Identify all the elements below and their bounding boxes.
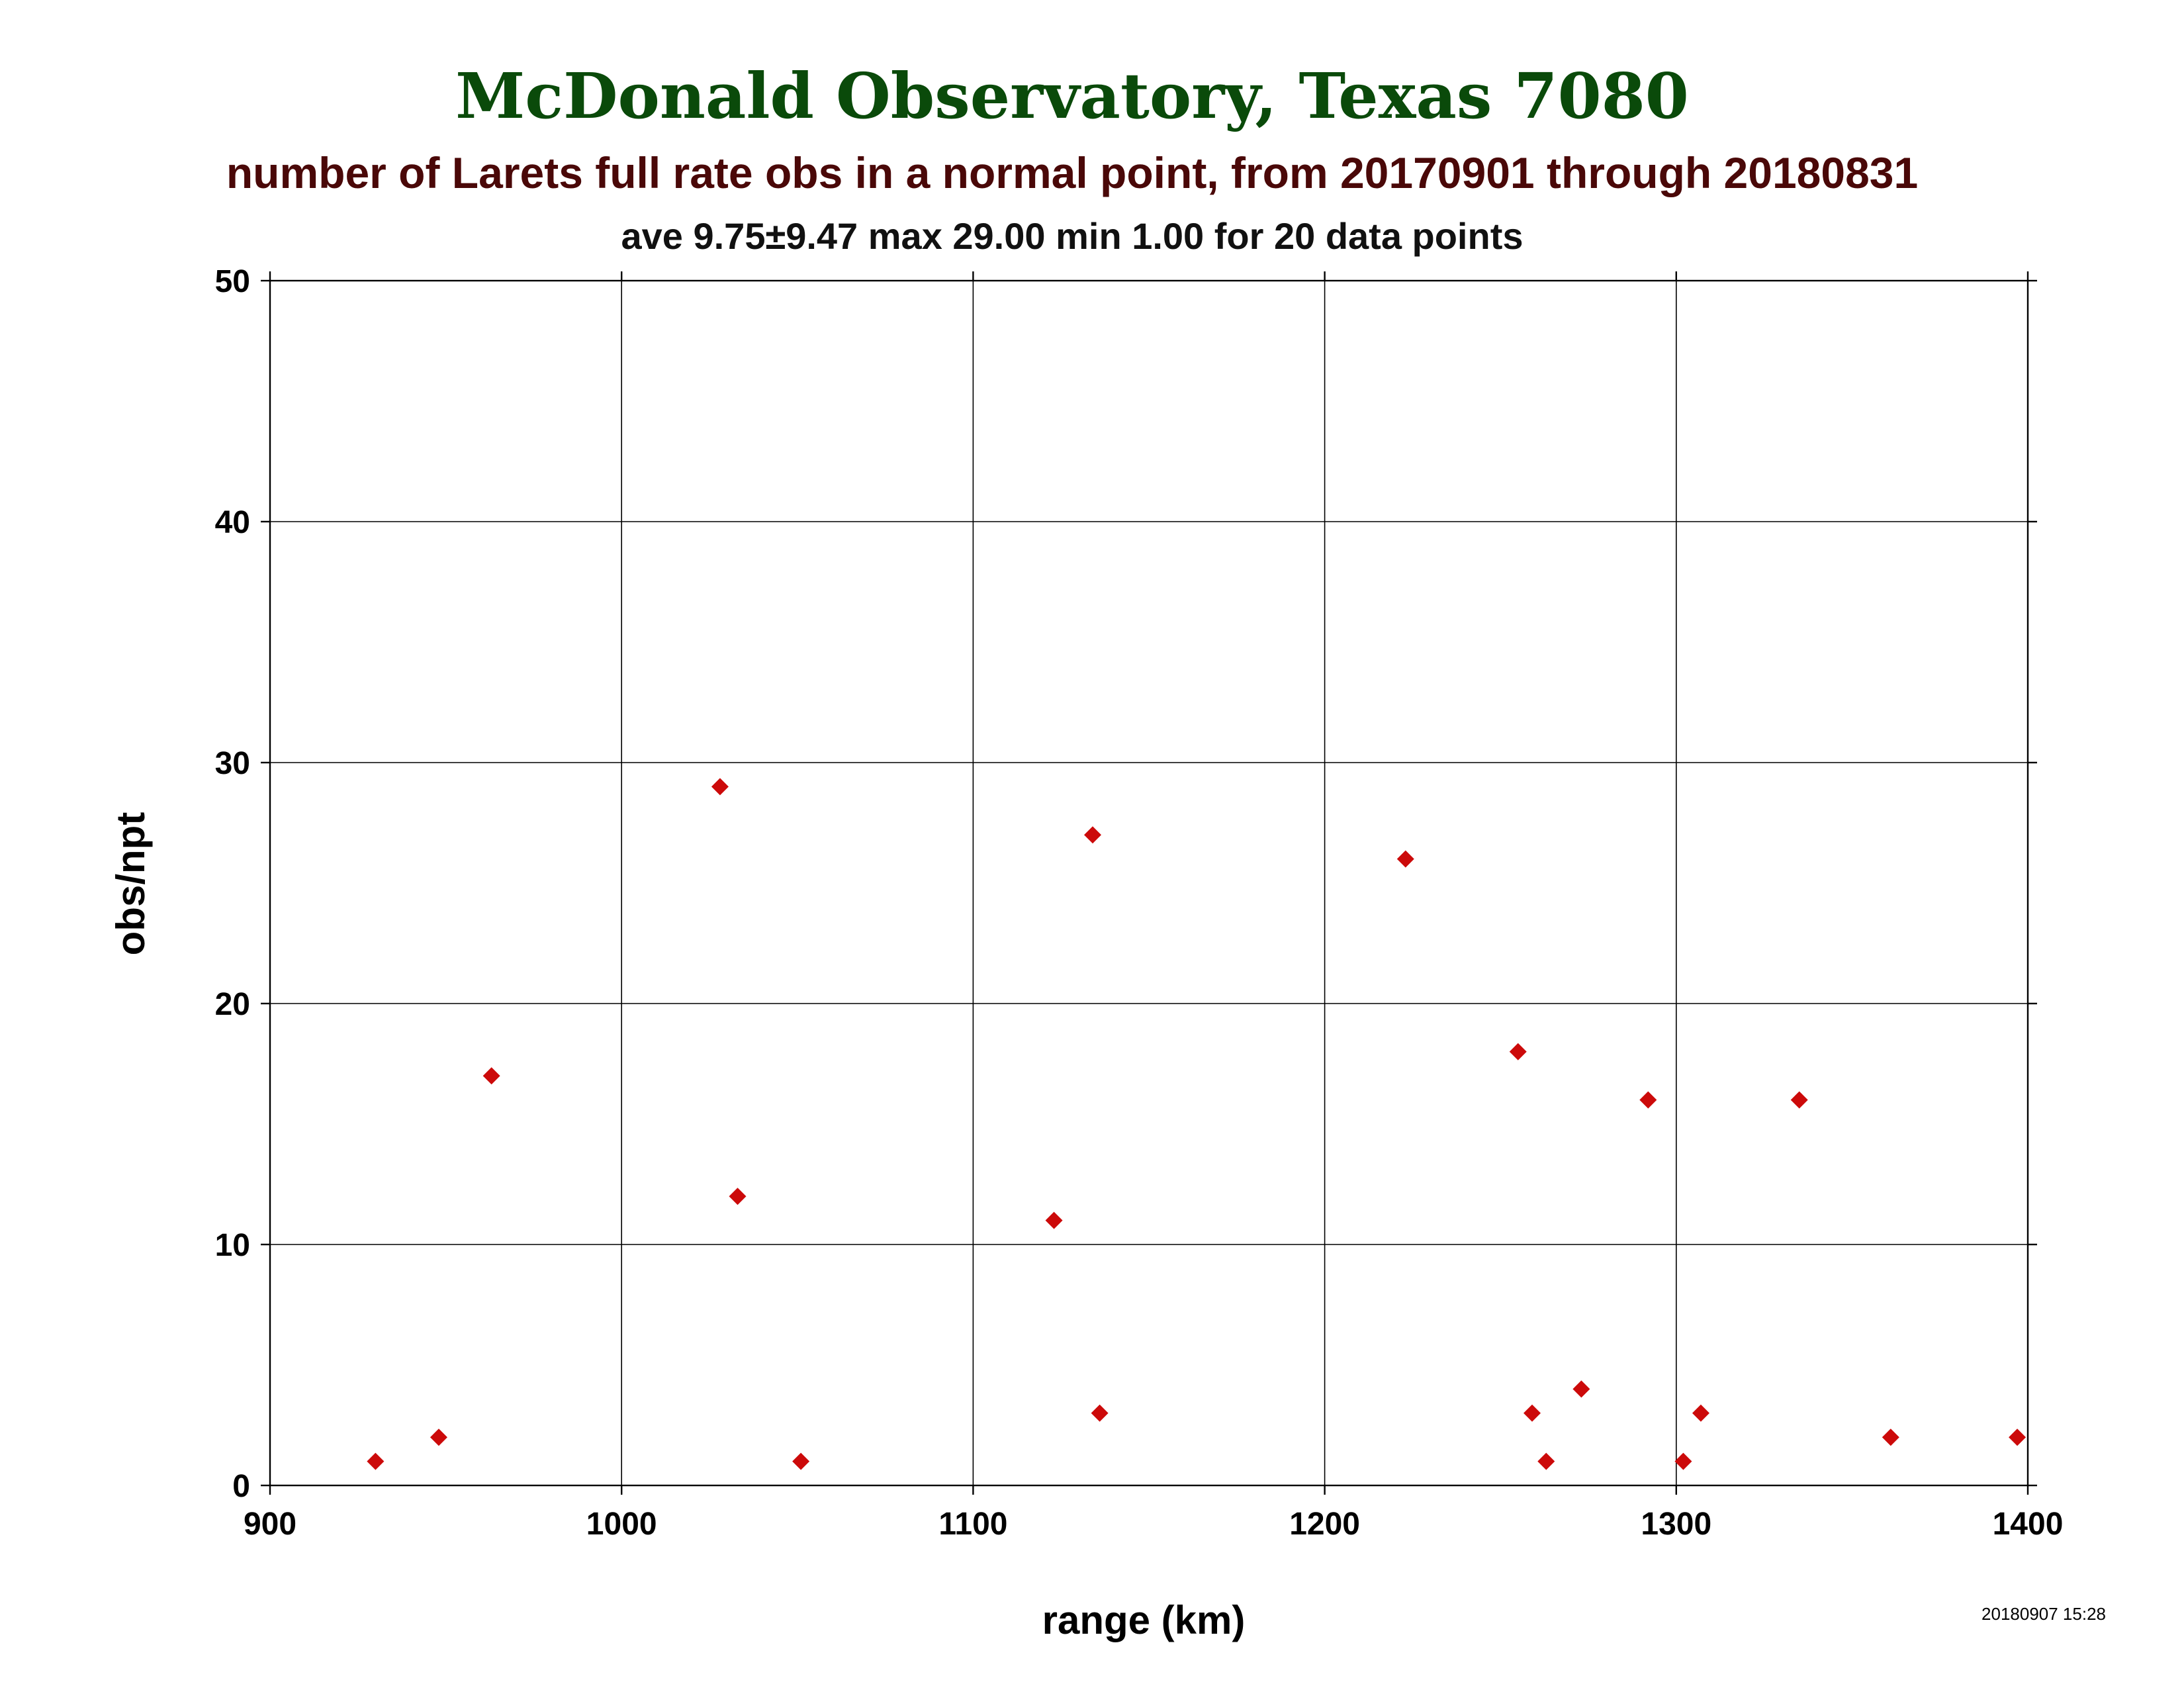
x-tick-label: 1100 [938, 1507, 1007, 1542]
data-point-diamond [1091, 1404, 1109, 1422]
y-tick-label: 0 [232, 1469, 250, 1504]
data-point-diamond [1639, 1091, 1657, 1109]
data-point-diamond [1790, 1091, 1808, 1109]
x-axis-label: range (km) [1042, 1598, 1246, 1642]
y-tick-label: 10 [215, 1228, 250, 1263]
data-point-diamond [2009, 1429, 2026, 1446]
chart-stats-line: ave 9.75±9.47 max 29.00 min 1.00 for 20 … [621, 215, 1523, 257]
data-point-diamond [792, 1452, 810, 1470]
data-point-diamond [1572, 1380, 1590, 1398]
chart-subtitle: number of Larets full rate obs in a norm… [226, 148, 1918, 197]
data-point-diamond [1396, 850, 1414, 868]
data-point-diamond [711, 778, 729, 796]
y-tick-label: 50 [215, 264, 250, 299]
data-points [367, 778, 2026, 1470]
data-point-diamond [1692, 1404, 1709, 1422]
data-point-diamond [1524, 1404, 1541, 1422]
y-axis-label: obs/npt [109, 812, 153, 956]
x-tick-label: 1400 [1993, 1507, 2064, 1542]
y-tick-label: 20 [215, 987, 250, 1022]
data-point-diamond [729, 1188, 747, 1205]
y-tick-label: 30 [215, 746, 250, 781]
y-axis-tick-labels: 0 10 20 30 40 50 [215, 264, 250, 1504]
timestamp: 20180907 15:28 [1981, 1604, 2106, 1624]
data-point-diamond [1537, 1452, 1555, 1470]
data-point-diamond [482, 1067, 500, 1085]
data-point-diamond [367, 1452, 385, 1470]
plot-area-frame [269, 279, 2029, 1487]
x-tick-label: 900 [244, 1507, 296, 1542]
axis-ticks [261, 271, 2037, 1495]
data-point-diamond [430, 1429, 447, 1446]
data-point-diamond [1084, 826, 1102, 844]
data-point-diamond [1045, 1211, 1063, 1229]
data-point-diamond [1674, 1452, 1692, 1470]
chart-title: McDonald Observatory, Texas 7080 [455, 60, 1689, 133]
x-axis-tick-labels: 900 1000 1100 1200 1300 1400 [244, 1507, 2063, 1542]
x-tick-label: 1300 [1641, 1507, 1711, 1542]
grid [269, 280, 2028, 1486]
y-tick-label: 40 [215, 505, 250, 540]
x-tick-label: 1200 [1289, 1507, 1360, 1542]
data-point-diamond [1882, 1429, 1899, 1446]
x-tick-label: 1000 [586, 1507, 657, 1542]
data-point-diamond [1509, 1043, 1527, 1060]
